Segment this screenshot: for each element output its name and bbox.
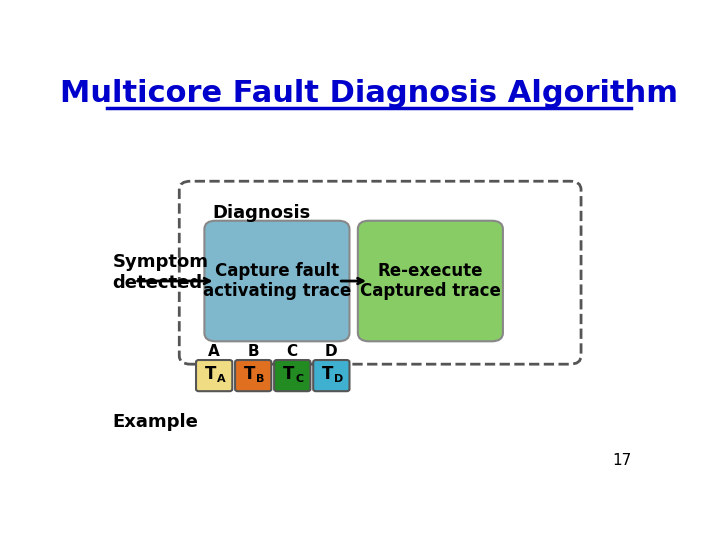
- Text: B: B: [256, 374, 265, 384]
- Text: Re-execute
Captured trace: Re-execute Captured trace: [360, 261, 501, 300]
- Text: B: B: [248, 344, 259, 359]
- Text: T: T: [283, 364, 294, 382]
- Text: T: T: [244, 364, 256, 382]
- FancyBboxPatch shape: [358, 221, 503, 341]
- FancyBboxPatch shape: [235, 360, 271, 391]
- Text: C: C: [295, 374, 304, 384]
- FancyBboxPatch shape: [179, 181, 581, 364]
- Text: Diagnosis: Diagnosis: [213, 204, 311, 222]
- FancyBboxPatch shape: [274, 360, 310, 391]
- Text: Symptom
detected: Symptom detected: [112, 253, 208, 292]
- FancyBboxPatch shape: [313, 360, 349, 391]
- Text: 17: 17: [612, 453, 631, 468]
- Text: Example: Example: [112, 414, 198, 431]
- Text: T: T: [205, 364, 217, 382]
- Text: Capture fault
activating trace: Capture fault activating trace: [203, 261, 351, 300]
- FancyBboxPatch shape: [204, 221, 349, 341]
- Text: C: C: [287, 344, 298, 359]
- Text: T: T: [323, 364, 333, 382]
- Text: Multicore Fault Diagnosis Algorithm: Multicore Fault Diagnosis Algorithm: [60, 79, 678, 109]
- Text: A: A: [217, 374, 226, 384]
- Text: A: A: [208, 344, 220, 359]
- Text: D: D: [325, 344, 338, 359]
- Text: D: D: [334, 374, 343, 384]
- FancyBboxPatch shape: [196, 360, 233, 391]
